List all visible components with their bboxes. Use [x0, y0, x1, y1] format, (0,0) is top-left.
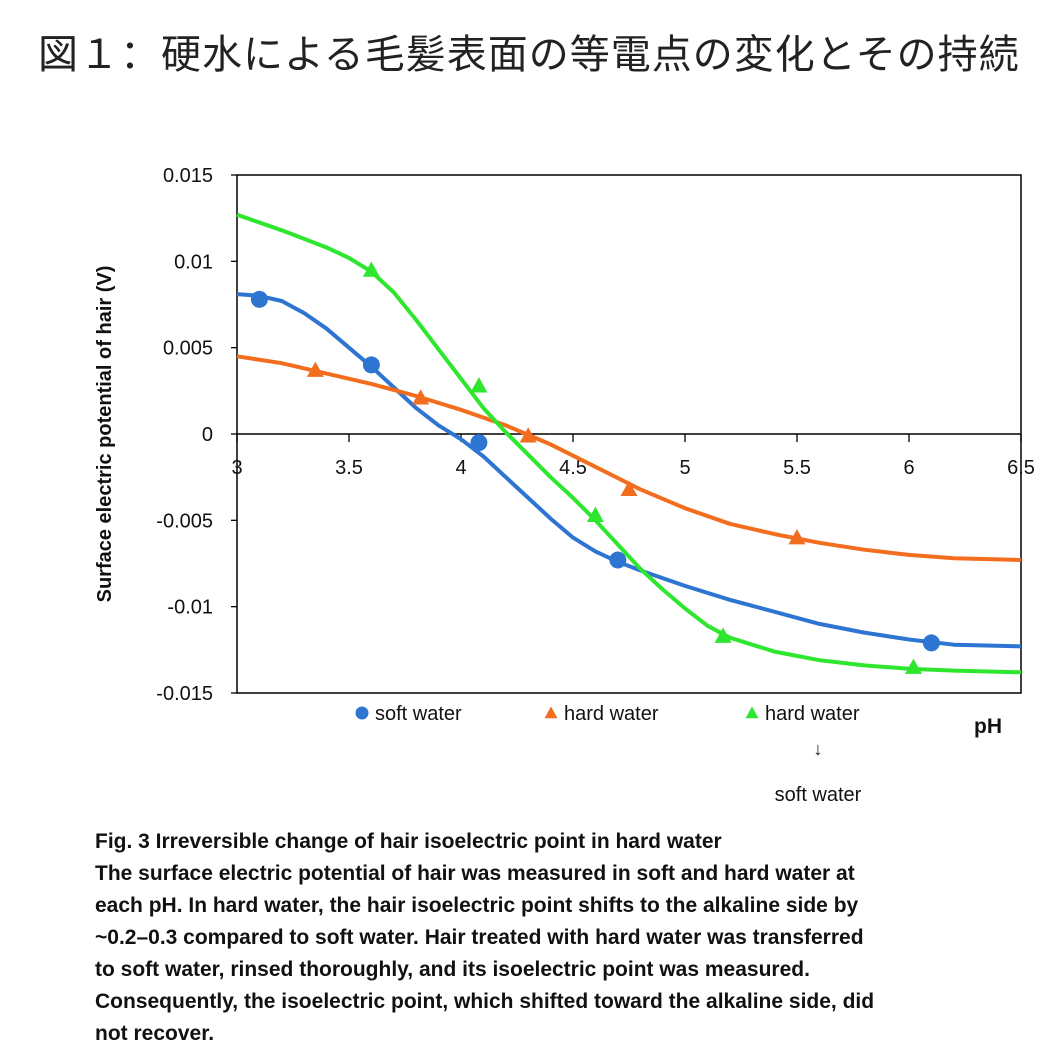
legend-label: hard water [564, 703, 659, 725]
chart: 3 3.5 4 4.5 5 5.5 6 6.5 0.015 0.01 0.005 0 -0.005 -0.… [94, 165, 1035, 806]
data-point [788, 529, 806, 545]
y-axis-label: Surface electric potential of hair (V) [94, 266, 116, 603]
legend-label: hard water [765, 703, 860, 725]
data-point [519, 427, 537, 443]
x-tick-label: 6.5 [1007, 457, 1035, 479]
y-tick-label: 0 [202, 424, 213, 446]
data-point [250, 290, 268, 308]
caption-line: Consequently, the isoelectric point, whi… [95, 990, 875, 1013]
page-title: 図１：硬水による毛髪表面の等電点の変化とその持続 [38, 32, 1020, 78]
x-tick-label: 6 [903, 457, 914, 479]
y-tick-label: -0.01 [167, 597, 213, 619]
x-tick-label: 3.5 [335, 457, 363, 479]
data-point [904, 658, 922, 674]
x-tick-label: 3 [231, 457, 242, 479]
data-point [412, 389, 430, 405]
data-point [362, 261, 380, 277]
series-line-2 [236, 354, 1022, 562]
caption-line: to soft water, rinsed thoroughly, and it… [95, 958, 810, 981]
x-tick-label: 4 [455, 457, 466, 479]
y-tick-label: 0.01 [174, 251, 213, 273]
series-line-1 [236, 292, 1022, 649]
legend-label: soft water [375, 703, 462, 725]
y-tick-label: 0.005 [163, 338, 213, 360]
x-tick-label: 5 [679, 457, 690, 479]
data-point [922, 634, 940, 652]
legend-marker [355, 706, 369, 720]
caption-line: not recover. [95, 1022, 215, 1045]
y-tick-label: 0.015 [163, 165, 213, 187]
data-point [586, 506, 604, 522]
data-point [609, 551, 627, 569]
data-point [714, 627, 732, 643]
legend-marker [745, 706, 759, 719]
y-tick-label: -0.015 [156, 683, 213, 705]
caption-line: each pH. In hard water, the hair isoelec… [95, 894, 859, 917]
caption-line: The surface electric potential of hair w… [95, 862, 855, 885]
x-axis-label: pH [974, 715, 1002, 738]
y-tick-label: -0.005 [156, 510, 213, 532]
data-point [306, 361, 324, 377]
caption-line: Fig. 3 Irreversible change of hair isoel… [95, 830, 722, 853]
legend-marker [544, 706, 558, 719]
data-point [620, 480, 638, 497]
caption-line: ~0.2–0.3 compared to soft water. Hair tr… [95, 926, 864, 949]
legend-subnote-label: soft water [775, 784, 862, 806]
data-point [470, 434, 488, 452]
legend-arrow: ↓ [814, 739, 823, 759]
data-point [362, 356, 380, 374]
series-line-3 [236, 212, 1022, 675]
data-point [470, 377, 488, 393]
x-tick-label: 4.5 [559, 457, 587, 479]
figure-caption: Fig. 3 Irreversible change of hair isoel… [95, 826, 1025, 1050]
x-tick-label: 5.5 [783, 457, 811, 479]
